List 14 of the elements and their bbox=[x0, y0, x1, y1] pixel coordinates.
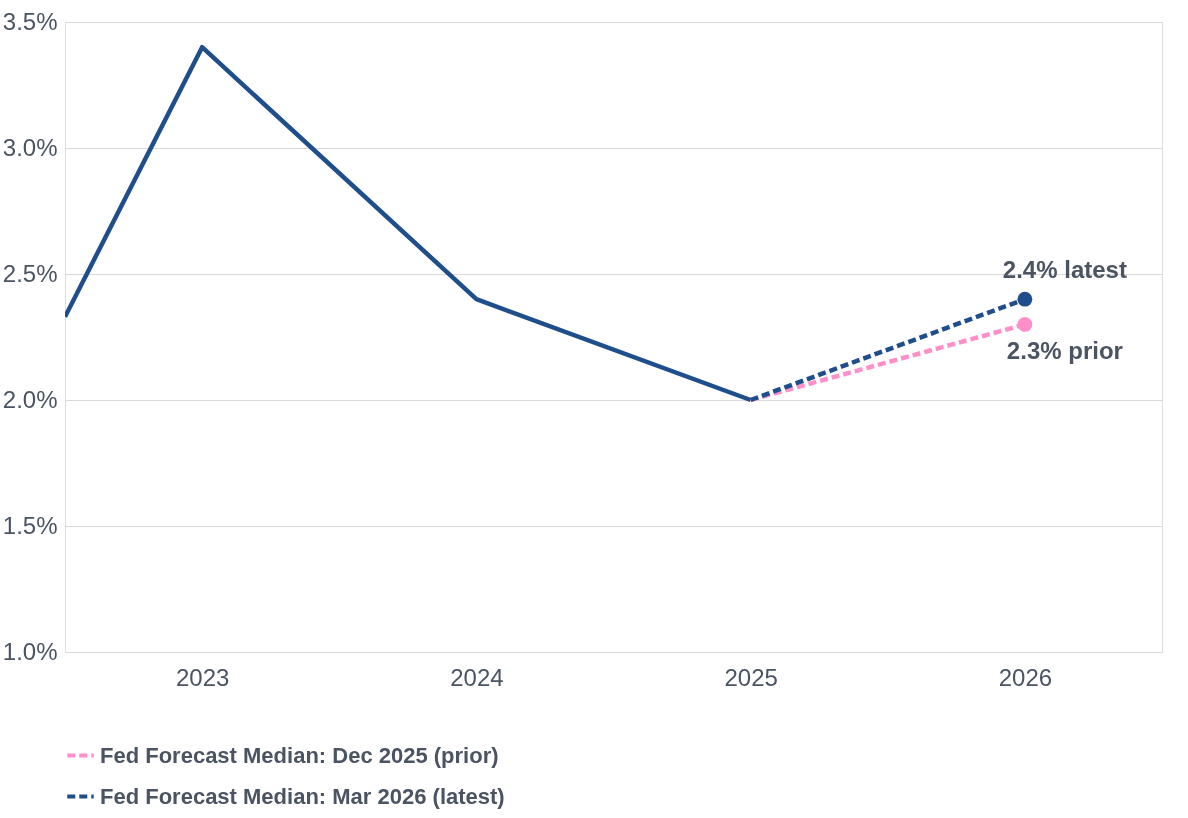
x-tick-label: 2023 bbox=[175, 663, 230, 691]
x-tick-label: 2026 bbox=[998, 663, 1053, 691]
y-tick-label: 1.0% bbox=[2, 637, 58, 665]
y-tick-label: 2.5% bbox=[2, 259, 58, 287]
y-tick-label: 3.0% bbox=[2, 133, 58, 161]
annotation: 2.3% prior bbox=[1006, 337, 1123, 365]
x-tick-label: 2024 bbox=[450, 663, 504, 691]
legend-label: Fed Forecast Median: Dec 2025 (prior) bbox=[100, 742, 499, 768]
y-tick-label: 1.5% bbox=[2, 511, 58, 539]
x-tick-label: 2025 bbox=[724, 663, 778, 691]
y-tick-label: 2.0% bbox=[2, 385, 58, 413]
y-tick-label: 3.5% bbox=[2, 7, 58, 35]
legend-label: Fed Forecast Median: Mar 2026 (latest) bbox=[100, 783, 505, 809]
annotation: 2.4% latest bbox=[1002, 256, 1127, 284]
